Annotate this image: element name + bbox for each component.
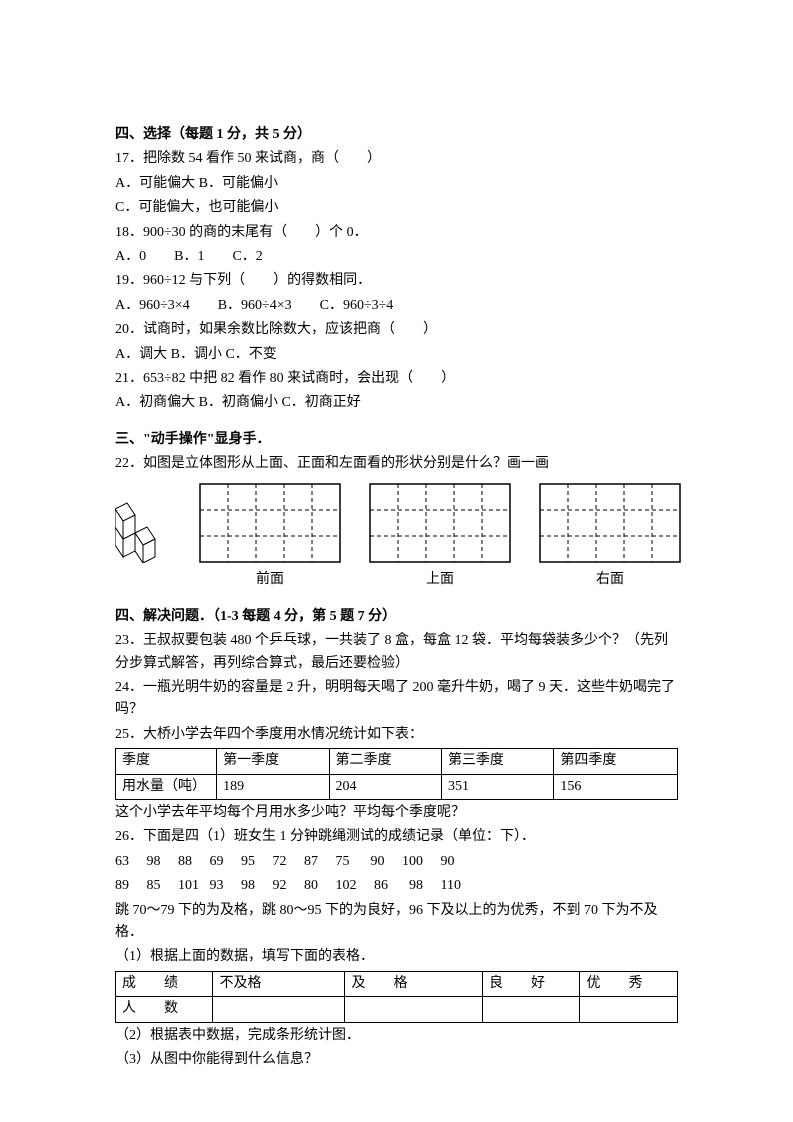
q26-row2: 89 85 101 93 98 92 80 102 86 98 110 <box>115 875 678 897</box>
q25-after: 这个小学去年平均每个月用水多少吨？平均每个季度呢？ <box>115 802 678 824</box>
q26-h2: 及 格 <box>345 971 483 996</box>
q26-h0: 成 绩 <box>116 971 213 996</box>
q26-h3: 良 好 <box>483 971 580 996</box>
q21-stem: 21．653÷82 中把 82 看作 80 来试商时，会出现（ ） <box>115 368 678 390</box>
worksheet-page: 四、选择（每题 1 分，共 5 分） 17．把除数 54 看作 50 来试商，商… <box>0 0 793 1122</box>
q26-r2-c2 <box>345 997 483 1022</box>
q26-table: 成 绩 不及格 及 格 良 好 优 秀 人 数 <box>115 971 678 1023</box>
q25-v1: 204 <box>329 774 441 799</box>
q26-r2-label: 人 数 <box>116 997 213 1022</box>
q25-h0: 季度 <box>116 749 217 774</box>
section-solve-title: 四、解决问题．（1-3 每题 4 分，第 5 题 7 分） <box>115 606 678 628</box>
q25-stem: 25．大桥小学去年四个季度用水情况统计如下表： <box>115 724 678 746</box>
grid-right: 右面 <box>539 483 681 591</box>
q25-h3: 第三季度 <box>441 749 553 774</box>
q25-v2: 351 <box>441 774 553 799</box>
q25-v3: 156 <box>554 774 678 799</box>
grid-top: 上面 <box>369 483 511 591</box>
q25-r2-label: 用水量（吨） <box>116 774 217 799</box>
q20-stem: 20．试商时，如果余数比除数大，应该把商（ ） <box>115 319 678 341</box>
q18-stem: 18．900÷30 的商的末尾有（ ）个 0． <box>115 222 678 244</box>
section-3-title: 三、"动手操作"显身手． <box>115 429 678 451</box>
q17-stem: 17．把除数 54 看作 50 来试商，商（ ） <box>115 148 678 170</box>
q26-stem: 26．下面是四（1）班女生 1 分钟跳绳测试的成绩记录（单位：下）． <box>115 826 678 848</box>
q25-h2: 第二季度 <box>329 749 441 774</box>
q17-optA: A．可能偏大 B．可能偏小 <box>115 173 678 195</box>
q24: 24．一瓶光明牛奶的容量是 2 升，明明每天喝了 200 毫升牛奶，喝了 9 天… <box>115 677 678 722</box>
q26-r2-c4 <box>580 997 678 1022</box>
q26-r2-c3 <box>483 997 580 1022</box>
q19-opts: A．960÷3×4 B．960÷4×3 C．960÷3÷4 <box>115 295 678 317</box>
q26-rule: 跳 70～79 下的为及格，跳 80～95 下的为良好，96 下及以上的为优秀，… <box>115 900 678 945</box>
q18-opts: A．0 B．1 C．2 <box>115 246 678 268</box>
label-right: 右面 <box>596 569 624 591</box>
q26-row1: 63 98 88 69 95 72 87 75 90 100 90 <box>115 851 678 873</box>
q22-figures: 前面 上面 右面 <box>115 483 678 591</box>
q25-table: 季度 第一季度 第二季度 第三季度 第四季度 用水量（吨） 189 204 35… <box>115 748 678 800</box>
grid-front: 前面 <box>199 483 341 591</box>
q26-h4: 优 秀 <box>580 971 678 996</box>
label-top: 上面 <box>426 569 454 591</box>
q26-r2-c1 <box>213 997 345 1022</box>
q25-h4: 第四季度 <box>554 749 678 774</box>
section-4-title: 四、选择（每题 1 分，共 5 分） <box>115 124 678 146</box>
q23: 23．王叔叔要包装 480 个乒乓球，一共装了 8 盒，每盒 12 袋．平均每袋… <box>115 630 678 675</box>
q19-stem: 19．960÷12 与下列（ ）的得数相同． <box>115 270 678 292</box>
cube-shape <box>115 483 171 563</box>
q26-h1: 不及格 <box>213 971 345 996</box>
q22-stem: 22．如图是立体图形从上面、正面和左面看的形状分别是什么？画一画 <box>115 453 678 475</box>
q26-p2: （2）根据表中数据，完成条形统计图． <box>115 1025 678 1047</box>
q20-opts: A．调大 B．调小 C．不变 <box>115 344 678 366</box>
q25-h1: 第一季度 <box>217 749 329 774</box>
q26-p1: （1）根据上面的数据，填写下面的表格． <box>115 946 678 968</box>
q26-p3: （3）从图中你能得到什么信息？ <box>115 1049 678 1071</box>
q25-v0: 189 <box>217 774 329 799</box>
q17-optC: C．可能偏大，也可能偏小 <box>115 197 678 219</box>
label-front: 前面 <box>256 569 284 591</box>
q21-opts: A．初商偏大 B．初商偏小 C．初商正好 <box>115 392 678 414</box>
